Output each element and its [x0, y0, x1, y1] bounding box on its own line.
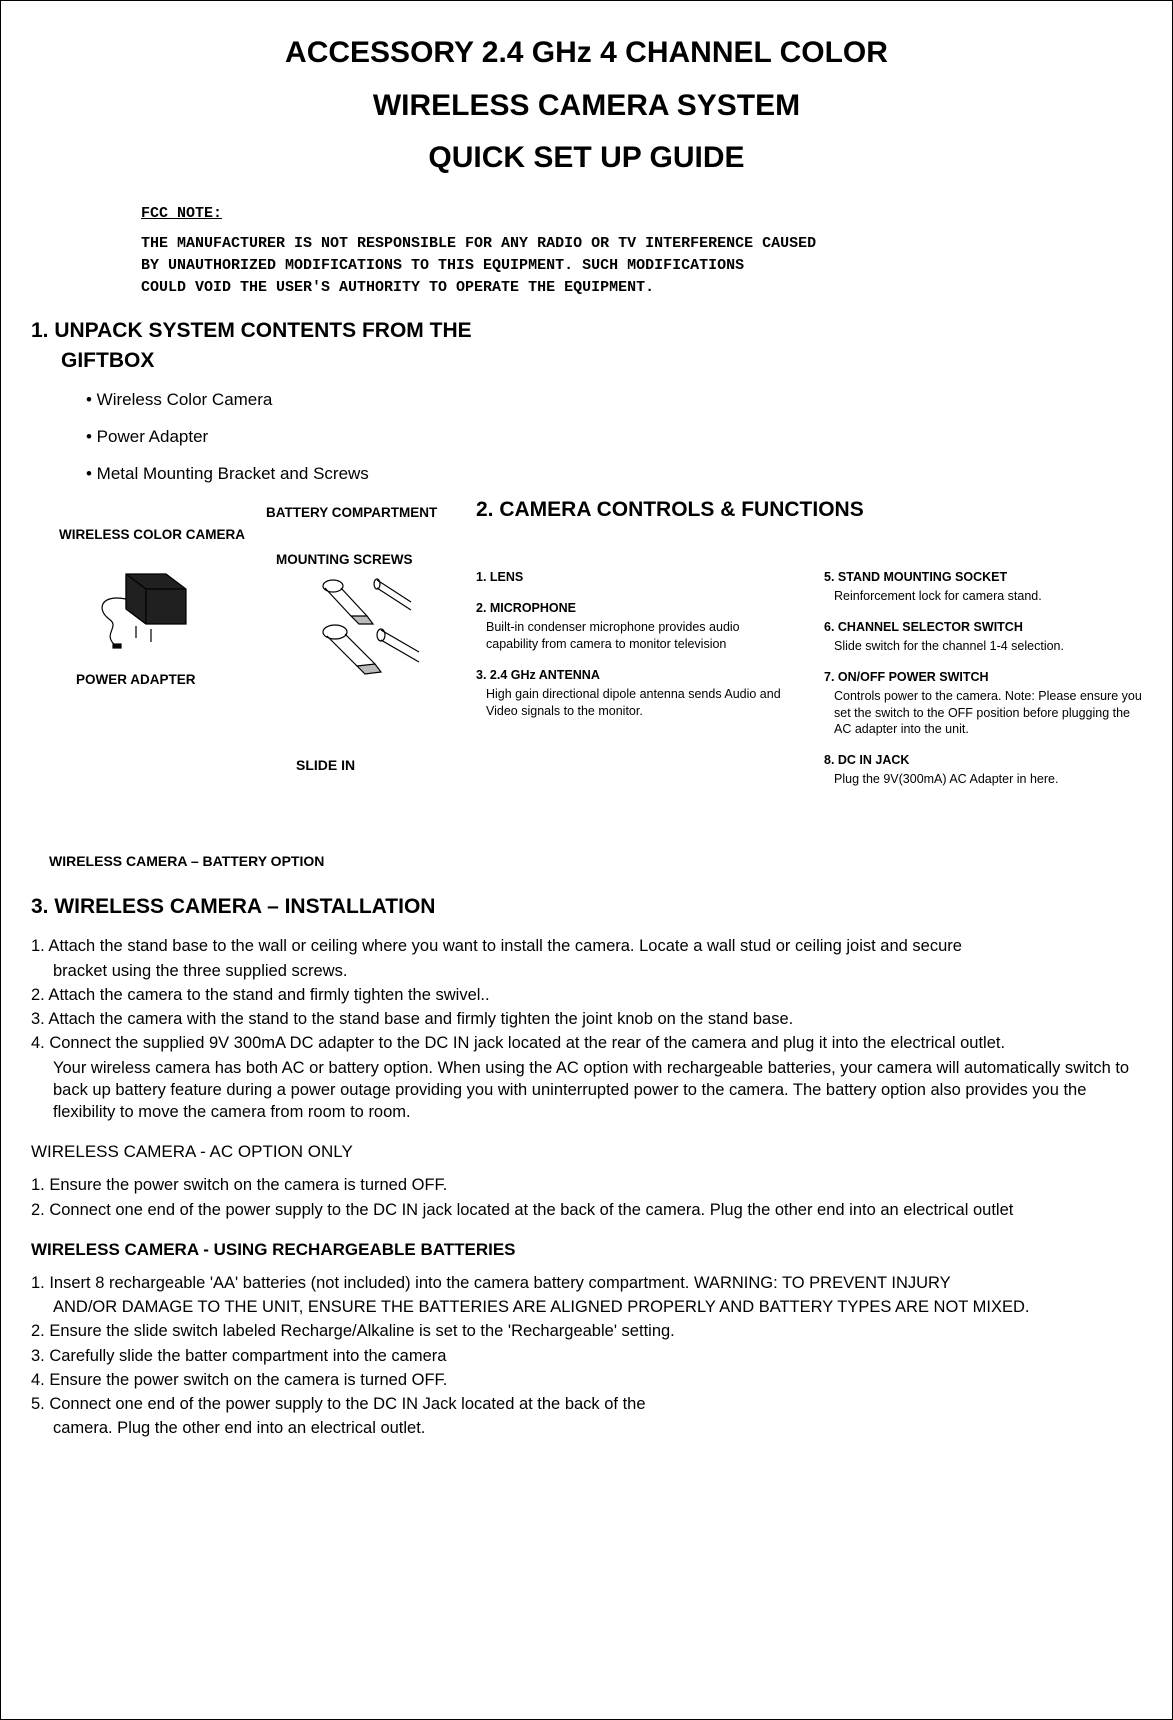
control-1-title: 1. LENS [476, 569, 794, 586]
title-line-2: WIRELESS CAMERA SYSTEM [31, 86, 1142, 127]
control-3-title: 3. 2.4 GHz ANTENNA [476, 667, 794, 684]
control-3-desc: High gain directional dipole antenna sen… [476, 686, 794, 720]
install-step-1a: 1. Attach the stand base to the wall or … [31, 935, 1142, 957]
row-diagrams-and-controls: WIRELESS COLOR CAMERA BATTERY COMPARTMEN… [31, 496, 1142, 802]
install-step-3: 3. Attach the camera with the stand to t… [31, 1008, 1142, 1030]
document-page: ACCESSORY 2.4 GHz 4 CHANNEL COLOR WIRELE… [0, 0, 1173, 1720]
fcc-line-2: BY UNAUTHORIZED MODIFICATIONS TO THIS EQ… [141, 256, 1032, 276]
control-2-title: 2. MICROPHONE [476, 600, 794, 617]
contents-item-1: • Wireless Color Camera [86, 389, 1142, 412]
recharge-step-1b: AND/OR DAMAGE TO THE UNIT, ENSURE THE BA… [31, 1296, 1142, 1318]
control-7-title: 7. ON/OFF POWER SWITCH [824, 669, 1142, 686]
section-1-heading-line2: GIFTBOX [61, 347, 1142, 375]
fcc-note: FCC NOTE: THE MANUFACTURER IS NOT RESPON… [141, 204, 1032, 299]
control-7-desc: Controls power to the camera. Note: Plea… [824, 688, 1142, 739]
control-6-desc: Slide switch for the channel 1-4 selecti… [824, 638, 1142, 655]
section-1-heading-line1: 1. UNPACK SYSTEM CONTENTS FROM THE [31, 317, 1142, 345]
section-1-contents: • Wireless Color Camera • Power Adapter … [86, 389, 1142, 486]
fcc-body: THE MANUFACTURER IS NOT RESPONSIBLE FOR … [141, 234, 1032, 299]
control-8-title: 8. DC IN JACK [824, 752, 1142, 769]
title-line-3: QUICK SET UP GUIDE [31, 138, 1142, 179]
contents-item-3: • Metal Mounting Bracket and Screws [86, 463, 1142, 486]
title-line-1: ACCESSORY 2.4 GHz 4 CHANNEL COLOR [31, 33, 1142, 74]
slide-in-label: SLIDE IN [296, 756, 355, 775]
install-step-4a: 4. Connect the supplied 9V 300mA DC adap… [31, 1032, 1142, 1054]
section-1-heading: 1. UNPACK SYSTEM CONTENTS FROM THE GIFTB… [31, 317, 1142, 376]
ac-only-list: 1. Ensure the power switch on the camera… [31, 1174, 1142, 1221]
installation-list: 1. Attach the stand base to the wall or … [31, 935, 1142, 1123]
controls-right-column: 5. STAND MOUNTING SOCKET Reinforcement l… [824, 569, 1142, 802]
fcc-label: FCC NOTE: [141, 204, 1032, 224]
rechargeable-heading: WIRELESS CAMERA - USING RECHARGEABLE BAT… [31, 1239, 1142, 1262]
control-item-5: 5. STAND MOUNTING SOCKET Reinforcement l… [824, 569, 1142, 605]
control-item-8: 8. DC IN JACK Plug the 9V(300mA) AC Adap… [824, 752, 1142, 788]
fcc-line-3: COULD VOID THE USER'S AUTHORITY TO OPERA… [141, 278, 1032, 298]
controls-columns: 1. LENS 2. MICROPHONE Built-in condenser… [476, 569, 1142, 802]
control-item-1: 1. LENS [476, 569, 794, 586]
wireless-camera-label: WIRELESS COLOR CAMERA [59, 526, 245, 544]
install-step-4b: Your wireless camera has both AC or batt… [31, 1057, 1142, 1124]
control-5-title: 5. STAND MOUNTING SOCKET [824, 569, 1142, 586]
control-item-2: 2. MICROPHONE Built-in condenser microph… [476, 600, 794, 653]
control-8-desc: Plug the 9V(300mA) AC Adapter in here. [824, 771, 1142, 788]
section-3-heading: 3. WIRELESS CAMERA – INSTALLATION [31, 893, 1142, 921]
power-adapter-icon [91, 554, 201, 654]
battery-compartment-label: BATTERY COMPARTMENT [266, 504, 437, 522]
recharge-step-2: 2. Ensure the slide switch labeled Recha… [31, 1320, 1142, 1342]
control-2-desc: Built-in condenser microphone provides a… [476, 619, 794, 653]
install-step-1b: bracket using the three supplied screws. [31, 960, 1142, 982]
mounting-screws-label: MOUNTING SCREWS [276, 551, 413, 569]
recharge-step-4: 4. Ensure the power switch on the camera… [31, 1369, 1142, 1391]
control-item-3: 3. 2.4 GHz ANTENNA High gain directional… [476, 667, 794, 720]
control-item-7: 7. ON/OFF POWER SWITCH Controls power to… [824, 669, 1142, 739]
battery-option-label: WIRELESS CAMERA – BATTERY OPTION [49, 852, 1142, 871]
control-5-desc: Reinforcement lock for camera stand. [824, 588, 1142, 605]
diagram-panel: WIRELESS COLOR CAMERA BATTERY COMPARTMEN… [31, 496, 461, 786]
control-item-6: 6. CHANNEL SELECTOR SWITCH Slide switch … [824, 619, 1142, 655]
recharge-step-5a: 5. Connect one end of the power supply t… [31, 1393, 1142, 1415]
rechargeable-list: 1. Insert 8 rechargeable 'AA' batteries … [31, 1272, 1142, 1440]
section-2-heading: 2. CAMERA CONTROLS & FUNCTIONS [476, 496, 1142, 524]
title-block: ACCESSORY 2.4 GHz 4 CHANNEL COLOR WIRELE… [31, 33, 1142, 179]
contents-item-2: • Power Adapter [86, 426, 1142, 449]
recharge-step-5b: camera. Plug the other end into an elect… [31, 1417, 1142, 1439]
controls-left-column: 1. LENS 2. MICROPHONE Built-in condenser… [476, 569, 794, 802]
section-2: 2. CAMERA CONTROLS & FUNCTIONS 1. LENS 2… [461, 496, 1142, 802]
ac-step-1: 1. Ensure the power switch on the camera… [31, 1174, 1142, 1196]
install-step-2: 2. Attach the camera to the stand and fi… [31, 984, 1142, 1006]
power-adapter-label: POWER ADAPTER [76, 671, 196, 689]
ac-only-heading: WIRELESS CAMERA - AC OPTION ONLY [31, 1141, 1142, 1164]
fcc-line-1: THE MANUFACTURER IS NOT RESPONSIBLE FOR … [141, 234, 1032, 254]
control-6-title: 6. CHANNEL SELECTOR SWITCH [824, 619, 1142, 636]
ac-step-2: 2. Connect one end of the power supply t… [31, 1199, 1142, 1221]
recharge-step-1a: 1. Insert 8 rechargeable 'AA' batteries … [31, 1272, 1142, 1294]
mounting-screws-icon [311, 574, 431, 684]
recharge-step-3: 3. Carefully slide the batter compartmen… [31, 1345, 1142, 1367]
